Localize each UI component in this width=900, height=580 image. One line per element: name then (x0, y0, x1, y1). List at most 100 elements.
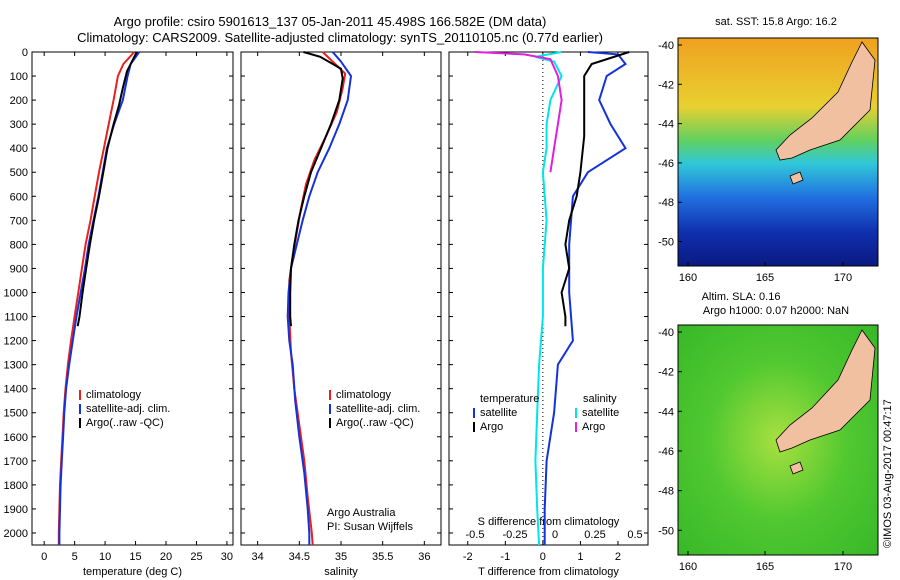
lon-tick-label: 165 (756, 561, 774, 573)
x-axis-label: temperature (deg C) (83, 566, 182, 578)
legend-label: climatology (336, 389, 392, 401)
s-difference-label: S difference from climatology (478, 516, 620, 528)
pi-label: PI: Susan Wijffels (327, 521, 413, 533)
legend-label: climatology (86, 389, 142, 401)
lon-tick-label: 160 (679, 561, 697, 573)
sla-map-title2: Argo h1000: 0.07 h2000: NaN (703, 305, 849, 317)
y-tick-label: 1400 (4, 384, 28, 396)
x-tick-label: 5 (72, 551, 78, 563)
y-tick-label: 2000 (4, 528, 28, 540)
x-tick-label: 34 (252, 551, 264, 563)
x-tick-label: -1 (500, 551, 510, 563)
sst-map-axes: -40 -42 -44 -46 -48 -50 160 165 170 (658, 40, 852, 284)
x-tick-label: 25 (190, 551, 202, 563)
lat-tick-label: -40 (658, 40, 674, 52)
lat-tick-label: -42 (658, 79, 674, 91)
y-tick-label: 600 (10, 191, 28, 203)
y-tick-label: 1700 (4, 456, 28, 468)
legend-label: satellite (480, 407, 517, 419)
lon-tick-label: 170 (834, 272, 852, 284)
y-tick-label: 1600 (4, 432, 28, 444)
watermark: ©IMOS 03-Aug-2017 00:47:17 (882, 399, 894, 548)
series-line-satellite (543, 51, 627, 545)
y-tick-label: 500 (10, 167, 28, 179)
legend-label: satellite (582, 407, 619, 419)
series-line-satellite-adj-clim- (58, 51, 141, 545)
x-tick-label: -2 (463, 551, 473, 563)
lat-tick-label: -48 (658, 486, 674, 498)
y-tick-label: 1200 (4, 336, 28, 348)
sst-map-stewart-island (789, 171, 804, 185)
x-tick-label: 0 (540, 551, 546, 563)
s-difference-tick-label: 0.25 (584, 529, 605, 541)
y-tick-label: 1900 (4, 504, 28, 516)
y-tick-label: 200 (10, 95, 28, 107)
series-line-satellite (534, 51, 563, 546)
x-tick-label: 2 (615, 551, 621, 563)
x-axis-label: T difference from climatology (478, 566, 619, 578)
lon-tick-label: 160 (679, 272, 697, 284)
x-tick-label: 15 (129, 551, 141, 563)
salinity-panel: 34 34.5 35 35.5 36 salinity climatology satelli… (240, 51, 442, 578)
sla-map-title1: Altim. SLA: 0.16 (702, 291, 781, 303)
x-tick-label: 30 (221, 551, 233, 563)
legend-label: Argo(..raw -QC) (336, 417, 414, 429)
legend-label: satellite-adj. clim. (336, 403, 420, 415)
y-tick-label: 1100 (4, 312, 28, 324)
x-tick-label: 0 (41, 551, 47, 563)
plot-frame (448, 51, 649, 546)
legend-title-temperature: temperature (480, 393, 539, 405)
series-line-argo-raw-qc- (289, 51, 344, 327)
legend-label: satellite-adj. clim. (86, 403, 170, 415)
plot-frame (31, 51, 234, 546)
lon-tick-label: 170 (834, 561, 852, 573)
lat-tick-label: -46 (658, 446, 674, 458)
x-tick-label: 20 (160, 551, 172, 563)
x-tick-label: 36 (418, 551, 430, 563)
y-tick-label: 700 (10, 215, 28, 227)
s-difference-tick-label: -0.5 (466, 529, 485, 541)
series-line-argo (560, 51, 630, 327)
x-tick-label: 35 (335, 551, 347, 563)
x-tick-label: 35.5 (372, 551, 393, 563)
x-tick-label: 10 (99, 551, 111, 563)
argo-australia-label: Argo Australia (327, 507, 396, 519)
lat-tick-label: -40 (658, 327, 674, 339)
lat-tick-label: -44 (658, 119, 674, 131)
lon-tick-label: 165 (756, 272, 774, 284)
difference-panel: -2 -1 0 1 2 T difference from climatology S di… (448, 51, 649, 578)
y-tick-label: 1000 (4, 287, 28, 299)
s-difference-tick-label: 0 (552, 529, 558, 541)
y-tick-label: 800 (10, 239, 28, 251)
lat-tick-label: -48 (658, 197, 674, 209)
legend-label: Argo (480, 421, 503, 433)
sla-map-stewart-island (789, 461, 804, 475)
plot-frame (240, 51, 442, 546)
y-tick-label: 300 (10, 119, 28, 131)
sst-map (677, 37, 879, 267)
lat-tick-label: -42 (658, 367, 674, 379)
sla-map-land (775, 329, 876, 453)
lat-tick-label: -50 (658, 237, 674, 249)
y-tick-label: 900 (10, 263, 28, 275)
header-line1: Argo profile: csiro 5901613_137 05-Jan-2… (114, 14, 547, 29)
sla-map (677, 324, 879, 556)
sla-map-axes: -40 -42 -44 -46 -48 -50 160 165 170 (658, 327, 852, 573)
y-tick-label: 0 (22, 47, 28, 59)
y-tick-label: 400 (10, 143, 28, 155)
y-tick-label: 1800 (4, 480, 28, 492)
x-tick-label: 34.5 (289, 551, 310, 563)
header-line2: Climatology: CARS2009. Satellite-adjuste… (77, 30, 603, 45)
y-tick-label: 1500 (4, 408, 28, 420)
series-line-argo-raw-qc- (76, 51, 138, 327)
s-difference-tick-label: 0.5 (627, 529, 642, 541)
sst-map-land (775, 41, 876, 161)
y-tick-label: 100 (10, 71, 28, 83)
x-axis-label: salinity (324, 566, 358, 578)
lat-tick-label: -50 (658, 525, 674, 537)
y-tick-label: 1300 (4, 360, 28, 372)
sst-map-title: sat. SST: 15.8 Argo: 16.2 (715, 16, 837, 28)
lat-tick-label: -44 (658, 406, 674, 418)
s-difference-tick-label: -0.25 (502, 529, 527, 541)
